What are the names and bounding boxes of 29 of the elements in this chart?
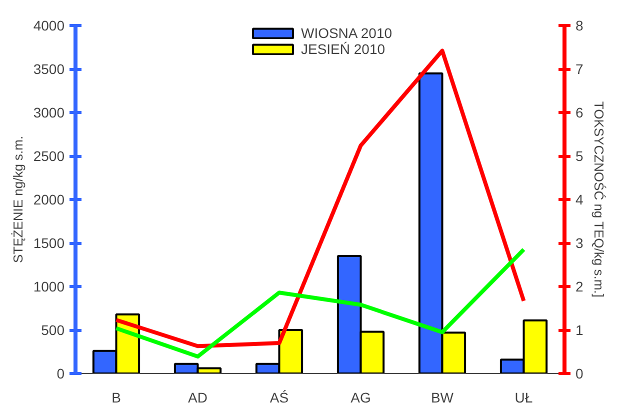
y2-tick-label: 0 xyxy=(576,366,584,382)
y-tick-label: 3500 xyxy=(33,61,65,77)
y-axis-title: STĘŻENIE ng/kg s.m. xyxy=(10,136,26,264)
y2-tick-label: 7 xyxy=(576,61,584,77)
x-tick-label: B xyxy=(112,390,121,406)
y2-axis-title: TOKSYCZNOŚĆ ng TEQ/kg s.m.] xyxy=(591,101,606,298)
y-tick-label: 0 xyxy=(56,366,65,382)
y2-tick-label: 3 xyxy=(576,235,584,251)
x-tick-label: BW xyxy=(430,390,454,406)
y2-tick-label: 2 xyxy=(576,278,584,294)
y-tick-label: 2000 xyxy=(33,192,65,208)
x-tick-label: AŚ xyxy=(270,390,289,406)
line-series xyxy=(114,248,526,359)
legend-label: WIOSNA 2010 xyxy=(300,25,392,41)
y2-tick-label: 6 xyxy=(576,104,584,120)
y2-tick-label: 8 xyxy=(576,18,584,34)
y-tick-label: 1500 xyxy=(33,235,65,251)
y-tick-label: 4000 xyxy=(33,18,65,34)
y-tick-label: 2500 xyxy=(33,148,65,164)
x-tick-label: AG xyxy=(350,390,371,406)
legend-label: JESIEŃ 2010 xyxy=(300,41,386,57)
y2-tick-label: 4 xyxy=(576,192,584,208)
y-tick-label: 1000 xyxy=(33,278,65,294)
y2-tick-label: 1 xyxy=(576,322,584,338)
x-tick-label: UŁ xyxy=(514,390,533,406)
y-tick-label: 500 xyxy=(41,322,65,338)
x-tick-label: AD xyxy=(188,390,208,406)
y2-tick-label: 5 xyxy=(576,148,584,164)
y-tick-label: 3000 xyxy=(33,104,65,120)
